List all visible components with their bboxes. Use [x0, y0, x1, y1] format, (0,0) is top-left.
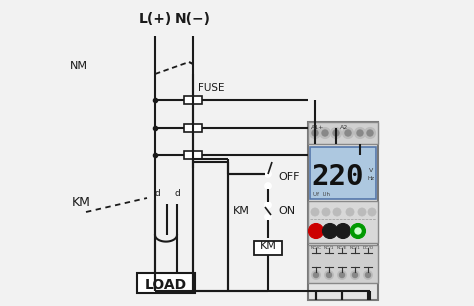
- Text: NC/E: NC/E: [337, 246, 347, 250]
- Circle shape: [339, 273, 345, 278]
- Circle shape: [265, 171, 271, 177]
- Text: d: d: [154, 189, 160, 199]
- Text: ON: ON: [278, 206, 295, 216]
- Circle shape: [265, 183, 271, 189]
- Text: OFF: OFF: [278, 172, 300, 182]
- Circle shape: [309, 223, 323, 238]
- Circle shape: [265, 214, 271, 220]
- Text: d: d: [174, 189, 180, 199]
- Circle shape: [311, 208, 319, 216]
- Circle shape: [343, 128, 354, 139]
- Bar: [308, 122, 378, 300]
- Text: LOAD: LOAD: [145, 278, 187, 292]
- Circle shape: [330, 128, 341, 139]
- Text: KM: KM: [72, 196, 91, 208]
- Text: L(+): L(+): [138, 12, 172, 26]
- Circle shape: [353, 273, 357, 278]
- Circle shape: [333, 130, 339, 136]
- Circle shape: [364, 271, 373, 279]
- Bar: [184, 96, 202, 104]
- Text: A1+: A1+: [311, 125, 324, 130]
- Circle shape: [350, 271, 359, 279]
- Circle shape: [322, 130, 328, 136]
- Circle shape: [310, 128, 320, 139]
- Bar: [137, 273, 195, 293]
- Circle shape: [322, 223, 337, 238]
- Bar: [184, 151, 202, 159]
- Circle shape: [357, 130, 363, 136]
- Text: DC/O: DC/O: [363, 246, 374, 250]
- Circle shape: [333, 208, 341, 216]
- Circle shape: [325, 271, 334, 279]
- Circle shape: [350, 223, 365, 238]
- Text: NO/1: NO/1: [349, 246, 360, 250]
- Text: NO/C: NO/C: [310, 246, 321, 250]
- Text: NM: NM: [70, 61, 88, 71]
- Text: V: V: [369, 168, 373, 173]
- Circle shape: [368, 208, 376, 216]
- Text: 220: 220: [311, 163, 364, 191]
- Circle shape: [312, 130, 318, 136]
- Text: Uf  Uh: Uf Uh: [313, 192, 330, 196]
- Circle shape: [358, 208, 366, 216]
- Circle shape: [327, 273, 331, 278]
- Text: KM: KM: [233, 206, 250, 216]
- Circle shape: [355, 228, 361, 234]
- Text: NC/1: NC/1: [324, 246, 334, 250]
- Bar: [308, 245, 378, 283]
- Circle shape: [337, 271, 346, 279]
- Text: FUSE: FUSE: [198, 83, 225, 93]
- Circle shape: [322, 208, 330, 216]
- Circle shape: [346, 208, 354, 216]
- Circle shape: [355, 128, 365, 139]
- Text: A2: A2: [340, 125, 348, 130]
- Bar: [184, 124, 202, 132]
- Text: KM: KM: [260, 241, 276, 251]
- Bar: [310, 147, 376, 199]
- Circle shape: [365, 273, 371, 278]
- Circle shape: [265, 202, 271, 208]
- Circle shape: [336, 223, 350, 238]
- Text: N(−): N(−): [175, 12, 211, 26]
- Bar: [308, 201, 378, 243]
- Circle shape: [319, 128, 330, 139]
- Circle shape: [311, 271, 320, 279]
- Text: Hz: Hz: [367, 176, 374, 181]
- Circle shape: [367, 130, 373, 136]
- Bar: [254, 241, 282, 255]
- Circle shape: [365, 128, 375, 139]
- Bar: [308, 122, 378, 144]
- Circle shape: [345, 130, 351, 136]
- Circle shape: [313, 273, 319, 278]
